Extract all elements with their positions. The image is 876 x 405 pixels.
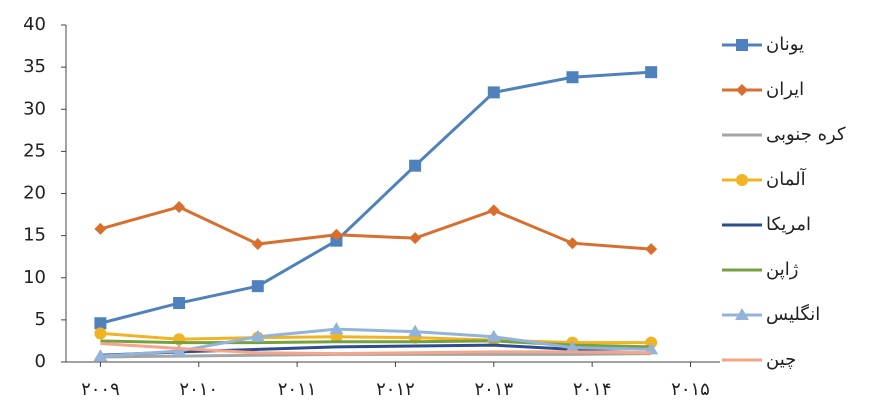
x-tick-label: ۲۰۱۰ bbox=[179, 379, 218, 400]
legend-marker bbox=[736, 174, 748, 186]
marker bbox=[565, 340, 580, 353]
series-line bbox=[100, 343, 652, 357]
y-tick-label: 25 bbox=[23, 140, 46, 161]
x-tick-label: ۲۰۱۳ bbox=[474, 379, 513, 400]
x-tick-label: ۲۰۱۵ bbox=[671, 379, 710, 400]
legend-label: یونان bbox=[766, 34, 804, 55]
marker bbox=[173, 297, 186, 310]
y-tick-label: 30 bbox=[23, 98, 46, 119]
marker bbox=[329, 322, 344, 335]
marker bbox=[172, 344, 187, 357]
x-tick-label: ۲۰۱۱ bbox=[278, 379, 317, 400]
legend-marker bbox=[736, 39, 748, 51]
legend-label: ژاپن bbox=[766, 259, 798, 280]
marker bbox=[409, 159, 422, 172]
marker bbox=[94, 317, 107, 330]
marker bbox=[486, 329, 501, 342]
marker bbox=[645, 66, 658, 79]
legend-label: آلمان bbox=[766, 167, 807, 190]
marker bbox=[173, 200, 186, 213]
legend-label: کره جنوبی bbox=[766, 124, 846, 145]
marker bbox=[566, 71, 579, 84]
marker bbox=[250, 329, 265, 342]
marker bbox=[645, 243, 658, 256]
series-line bbox=[100, 205, 652, 251]
y-tick-label: 5 bbox=[35, 309, 46, 330]
x-tick-label: ۲۰۰۹ bbox=[81, 379, 120, 400]
marker bbox=[487, 204, 500, 217]
legend-marker bbox=[735, 308, 749, 320]
series-line bbox=[100, 70, 652, 325]
series-line bbox=[100, 331, 652, 345]
y-tick-label: 20 bbox=[23, 183, 46, 204]
marker bbox=[487, 86, 500, 99]
marker bbox=[94, 222, 107, 235]
marker bbox=[251, 238, 264, 251]
marker bbox=[409, 232, 422, 245]
marker bbox=[94, 327, 107, 340]
marker bbox=[566, 237, 579, 250]
y-tick-label: 10 bbox=[23, 267, 46, 288]
legend-label: چین bbox=[766, 349, 796, 370]
y-tick-label: 35 bbox=[23, 56, 46, 77]
x-tick-label: ۲۰۱۴ bbox=[573, 379, 612, 400]
legend-label: ایران bbox=[766, 79, 804, 100]
y-tick-label: 40 bbox=[23, 14, 46, 35]
y-tick-label: 0 bbox=[35, 351, 46, 372]
legend-marker bbox=[736, 84, 748, 96]
marker bbox=[330, 228, 343, 241]
legend-label: انگلیس bbox=[766, 303, 820, 325]
marker bbox=[251, 280, 264, 293]
series-line bbox=[100, 341, 652, 356]
marker bbox=[93, 349, 108, 362]
x-tick-label: ۲۰۱۲ bbox=[376, 379, 415, 400]
y-tick-label: 15 bbox=[23, 225, 46, 246]
legend-label: امریکا bbox=[766, 214, 811, 235]
marker bbox=[408, 324, 423, 337]
